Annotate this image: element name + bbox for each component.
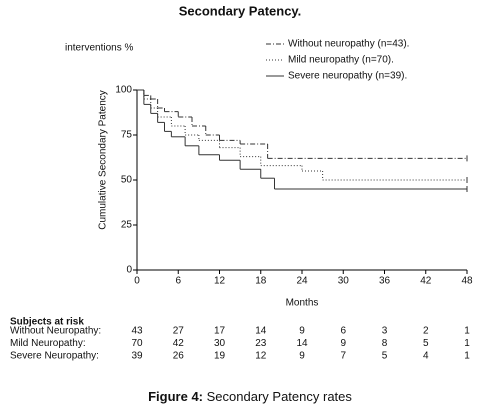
x-tick-label: 6 xyxy=(175,276,181,287)
risk-count: 43 xyxy=(131,326,143,337)
risk-row-label: Severe Neuropathy: xyxy=(10,351,99,362)
risk-count: 7 xyxy=(340,351,346,362)
risk-count: 42 xyxy=(173,338,185,349)
caption: Figure 4: Secondary Patency rates xyxy=(148,389,352,404)
chart-title: Secondary Patency. xyxy=(179,3,302,18)
x-tick-label: 12 xyxy=(214,276,226,287)
y-tick-label: 100 xyxy=(115,85,132,96)
risk-count: 8 xyxy=(382,338,388,349)
risk-count: 1 xyxy=(464,338,470,349)
legend-label: Severe neuropathy (n=39). xyxy=(288,71,407,82)
x-tick-label: 24 xyxy=(296,276,308,287)
x-tick-label: 48 xyxy=(461,276,473,287)
risk-table-title: Subjects at risk xyxy=(10,317,84,328)
risk-count: 19 xyxy=(214,351,226,362)
risk-count: 14 xyxy=(296,338,308,349)
risk-count: 5 xyxy=(382,351,388,362)
legend-label: Without neuropathy (n=43). xyxy=(288,39,409,50)
x-tick-label: 36 xyxy=(379,276,391,287)
risk-row-label: Without Neuropathy: xyxy=(10,326,101,337)
x-tick-label: 30 xyxy=(338,276,350,287)
risk-count: 30 xyxy=(214,338,226,349)
risk-count: 14 xyxy=(255,326,267,337)
risk-count: 5 xyxy=(423,338,429,349)
caption-label: Figure 4: xyxy=(148,389,203,404)
risk-count: 23 xyxy=(255,338,267,349)
risk-row-label: Mild Neuropathy: xyxy=(10,338,86,349)
caption-text: Secondary Patency rates xyxy=(207,389,353,404)
y-unit-label: interventions % xyxy=(65,43,133,54)
risk-count: 27 xyxy=(173,326,185,337)
risk-count: 3 xyxy=(382,326,388,337)
risk-count: 70 xyxy=(131,338,143,349)
legend-label: Mild neuropathy (n=70). xyxy=(288,55,394,66)
risk-count: 9 xyxy=(340,338,346,349)
risk-count: 4 xyxy=(423,351,429,362)
x-tick-label: 0 xyxy=(134,276,140,287)
y-axis-label: Cumulative Secondary Patency xyxy=(98,90,109,230)
risk-count: 2 xyxy=(423,326,429,337)
risk-count: 17 xyxy=(214,326,226,337)
x-axis-label: Months xyxy=(286,298,319,309)
risk-count: 9 xyxy=(299,326,305,337)
y-tick-label: 25 xyxy=(121,220,133,231)
risk-count: 1 xyxy=(464,326,470,337)
x-tick-label: 18 xyxy=(255,276,267,287)
x-tick-label: 42 xyxy=(420,276,432,287)
risk-count: 1 xyxy=(464,351,470,362)
y-tick-label: 50 xyxy=(121,175,133,186)
y-tick-label: 75 xyxy=(121,130,133,141)
y-tick-label: 0 xyxy=(126,265,132,276)
risk-count: 26 xyxy=(173,351,185,362)
risk-count: 6 xyxy=(340,326,346,337)
risk-count: 9 xyxy=(299,351,305,362)
risk-count: 39 xyxy=(131,351,143,362)
risk-count: 12 xyxy=(255,351,267,362)
